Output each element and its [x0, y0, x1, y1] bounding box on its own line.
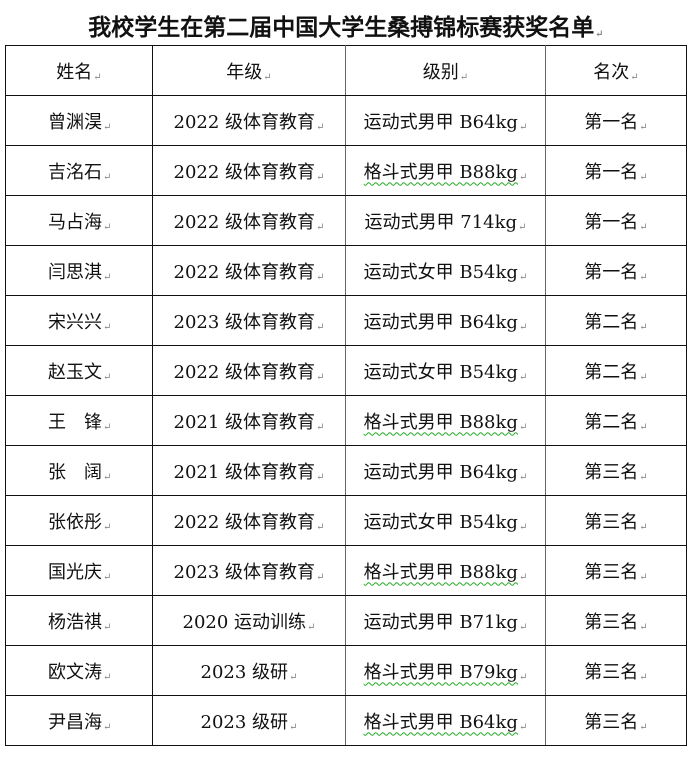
cell-category: 格斗式男甲 B79kg [345, 645, 546, 696]
table-row: 闫思淇2022 级体育教育运动式女甲 B54kg第一名 [5, 245, 687, 296]
cell-name: 欧文涛 [5, 645, 153, 696]
cell-rank: 第一名 [545, 145, 687, 196]
cell-category: 运动式男甲 B64kg [345, 295, 546, 346]
cell-grade: 2021 级体育教育 [152, 445, 346, 496]
cell-category: 运动式男甲 B64kg [345, 95, 546, 146]
table-row: 王 锋2021 级体育教育格斗式男甲 B88kg第二名 [5, 395, 687, 446]
header-name: 姓名 [5, 45, 153, 96]
cell-grade: 2022 级体育教育 [152, 95, 346, 146]
table-row: 曾渊淏2022 级体育教育运动式男甲 B64kg第一名 [5, 95, 687, 146]
cell-grade: 2022 级体育教育 [152, 195, 346, 246]
cell-grade: 2022 级体育教育 [152, 145, 346, 196]
cell-category: 格斗式男甲 B88kg [345, 145, 546, 196]
cell-rank: 第三名 [545, 595, 687, 646]
cell-category: 格斗式男甲 B64kg [345, 695, 546, 746]
table-row: 张依彤2022 级体育教育运动式女甲 B54kg第三名 [5, 495, 687, 546]
cell-category: 运动式男甲 714kg [345, 195, 546, 246]
cell-rank: 第二名 [545, 345, 687, 396]
cell-name: 尹昌海 [5, 695, 153, 746]
cell-category: 运动式男甲 B64kg [345, 445, 546, 496]
cell-grade: 2022 级体育教育 [152, 345, 346, 396]
cell-rank: 第三名 [545, 545, 687, 596]
cell-rank: 第三名 [545, 445, 687, 496]
header-rank: 名次 [545, 45, 687, 96]
cell-name: 赵玉文 [5, 345, 153, 396]
cell-name: 国光庆 [5, 545, 153, 596]
table-row: 国光庆2023 级体育教育格斗式男甲 B88kg第三名 [5, 545, 687, 596]
cell-rank: 第二名 [545, 295, 687, 346]
cell-grade: 2022 级体育教育 [152, 245, 346, 296]
table-row: 尹昌海2023 级研格斗式男甲 B64kg第三名 [5, 695, 687, 746]
cell-grade: 2023 级研 [152, 695, 346, 746]
cell-grade: 2022 级体育教育 [152, 495, 346, 546]
table-header-row: 姓名 年级 级别 名次 [5, 45, 687, 96]
table-row: 张 阔2021 级体育教育运动式男甲 B64kg第三名 [5, 445, 687, 496]
cell-name: 闫思淇 [5, 245, 153, 296]
cell-grade: 2023 级体育教育 [152, 545, 346, 596]
cell-name: 吉洺石 [5, 145, 153, 196]
cell-name: 宋兴兴 [5, 295, 153, 346]
cell-rank: 第三名 [545, 645, 687, 696]
award-table: 姓名 年级 级别 名次 曾渊淏2022 级体育教育运动式男甲 B64kg第一名吉… [5, 45, 687, 746]
cell-name: 马占海 [5, 195, 153, 246]
cell-rank: 第三名 [545, 695, 687, 746]
cell-grade: 2023 级体育教育 [152, 295, 346, 346]
cell-category: 格斗式男甲 B88kg [345, 395, 546, 446]
header-grade: 年级 [152, 45, 346, 96]
cell-category: 运动式女甲 B54kg [345, 495, 546, 546]
cell-name: 张 阔 [5, 445, 153, 496]
cell-rank: 第一名 [545, 95, 687, 146]
table-row: 宋兴兴2023 级体育教育运动式男甲 B64kg第二名 [5, 295, 687, 346]
cell-name: 张依彤 [5, 495, 153, 546]
cell-category: 运动式女甲 B54kg [345, 245, 546, 296]
table-row: 赵玉文2022 级体育教育运动式女甲 B54kg第二名 [5, 345, 687, 396]
cell-rank: 第三名 [545, 495, 687, 546]
cell-category: 运动式女甲 B54kg [345, 345, 546, 396]
cell-name: 曾渊淏 [5, 95, 153, 146]
cell-grade: 2021 级体育教育 [152, 395, 346, 446]
paragraph-mark-icon [594, 14, 603, 41]
cell-grade: 2020 运动训练 [152, 595, 346, 646]
cell-rank: 第一名 [545, 195, 687, 246]
table-row: 欧文涛2023 级研格斗式男甲 B79kg第三名 [5, 645, 687, 696]
title-text: 我校学生在第二届中国大学生桑搏锦标赛获奖名单 [88, 14, 595, 41]
document-title: 我校学生在第二届中国大学生桑搏锦标赛获奖名单 [0, 8, 692, 42]
cell-name: 王 锋 [5, 395, 153, 446]
table-row: 马占海2022 级体育教育运动式男甲 714kg第一名 [5, 195, 687, 246]
cell-category: 格斗式男甲 B88kg [345, 545, 546, 596]
cell-category: 运动式男甲 B71kg [345, 595, 546, 646]
cell-name: 杨浩祺 [5, 595, 153, 646]
cell-grade: 2023 级研 [152, 645, 346, 696]
header-category: 级别 [345, 45, 546, 96]
cell-rank: 第二名 [545, 395, 687, 446]
cell-rank: 第一名 [545, 245, 687, 296]
table-row: 杨浩祺2020 运动训练运动式男甲 B71kg第三名 [5, 595, 687, 646]
table-row: 吉洺石2022 级体育教育格斗式男甲 B88kg第一名 [5, 145, 687, 196]
